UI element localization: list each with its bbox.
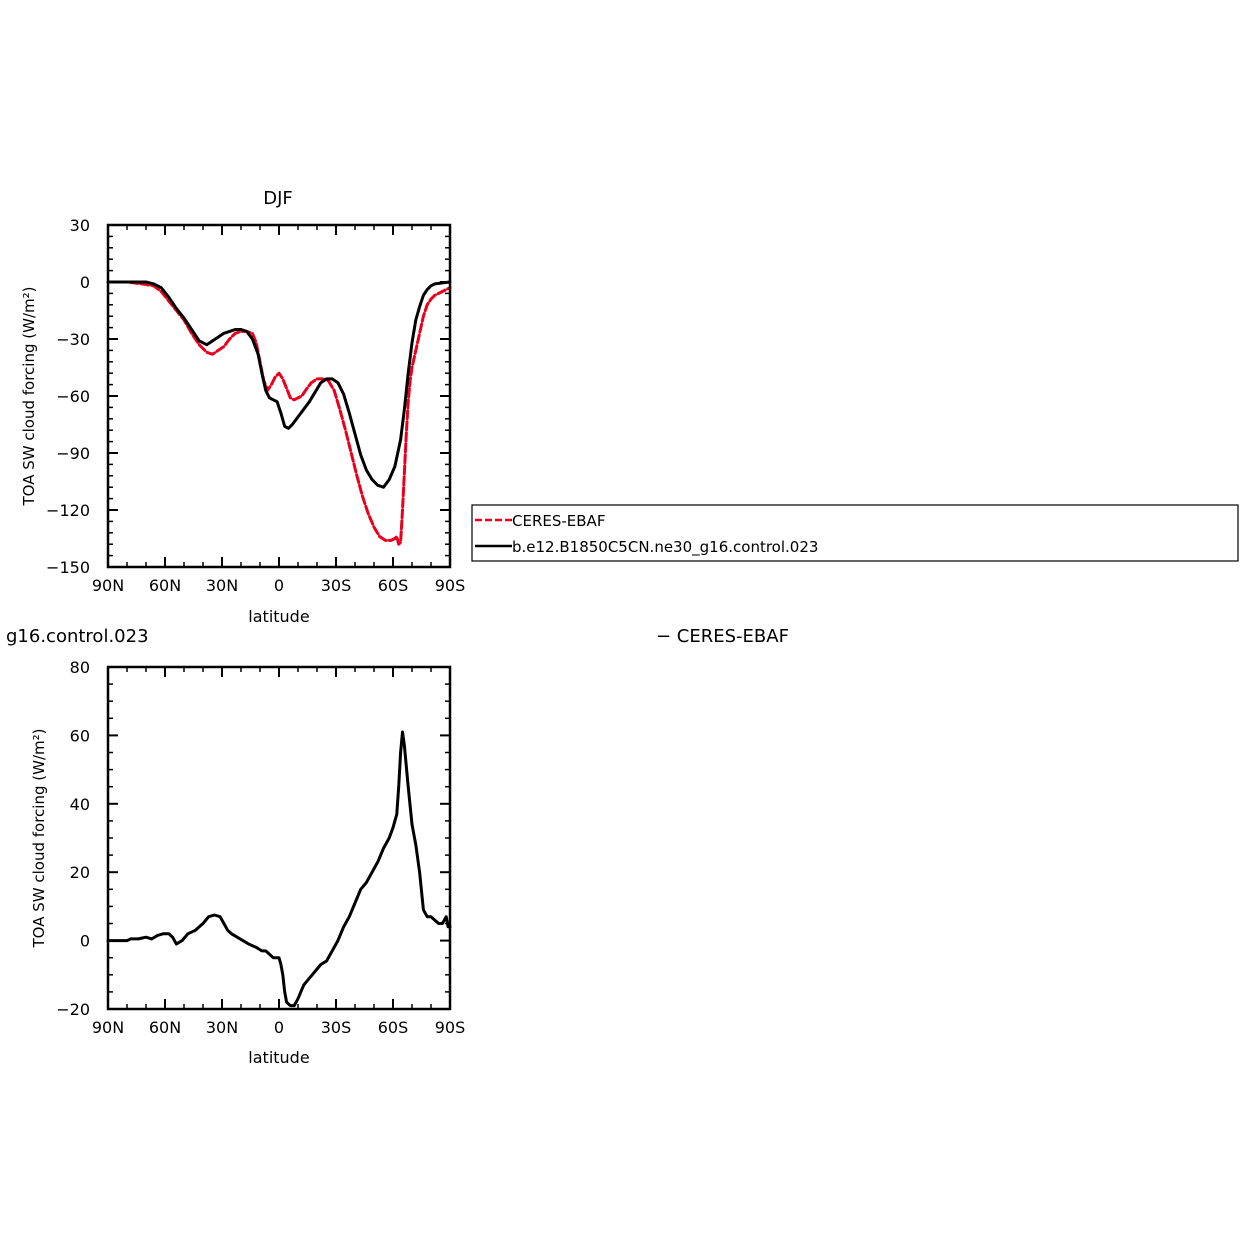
bottom-y-tick-label: −20: [56, 1000, 90, 1019]
top-x-tick-label: 0: [274, 576, 284, 595]
bottom-x-tick-label: 0: [274, 1018, 284, 1037]
top-panel-title: DJF: [263, 188, 293, 209]
legend-box: [471, 504, 1239, 562]
bottom-x-tick-label: 90S: [435, 1018, 466, 1037]
top-y-tick-label: −30: [56, 330, 90, 349]
top-y-tick-label: −120: [46, 501, 90, 520]
top-x-tick-label: 90N: [92, 576, 124, 595]
bottom-x-tick-label: 30S: [321, 1018, 352, 1037]
bottom-y-tick-label: 20: [70, 863, 90, 882]
bottom-panel: g16.control.023 − CERES-EBAF 90N 60N 30N 0 3…: [6, 626, 789, 1067]
bottom-panel-series: [106, 730, 452, 1008]
top-y-tick-label: 0: [80, 273, 90, 292]
top-y-tick-label: −90: [56, 444, 90, 463]
top-x-tick-label: 60N: [149, 576, 181, 595]
bottom-x-tick-label: 90N: [92, 1018, 124, 1037]
bottom-x-tick-label: 60N: [149, 1018, 181, 1037]
bottom-panel-ticks: 90N 60N 30N 0 30S 60S 90S 80 60 40 20 0 −20: [56, 658, 465, 1037]
bottom-x-tick-label: 60S: [378, 1018, 409, 1037]
bottom-y-tick-label: 0: [80, 932, 90, 951]
top-panel-ticks: 90N 60N 30N 0 30S 60S 90S 30 0 −30 −60 −90 −120 −150: [46, 216, 465, 595]
bottom-x-axis-label: latitude: [248, 1048, 309, 1067]
bottom-x-tick-label: 30N: [206, 1018, 238, 1037]
top-x-tick-label: 30S: [321, 576, 352, 595]
bottom-y-axis-label: TOA SW cloud forcing (W/m²): [30, 729, 48, 949]
legend-label-ceres: CERES-EBAF: [512, 512, 605, 530]
top-series-line-1: [106, 280, 452, 546]
top-y-axis-label: TOA SW cloud forcing (W/m²): [20, 287, 38, 507]
top-x-tick-label: 90S: [435, 576, 466, 595]
bottom-plot-frame: [106, 665, 452, 1011]
top-x-axis-label: latitude: [248, 607, 309, 626]
legend: CERES-EBAF b.e12.B1850C5CN.ne30_g16.cont…: [471, 504, 1239, 562]
bottom-title-right: − CERES-EBAF: [656, 626, 789, 647]
top-panel: DJF 90N 60N 30N 0 30S 60S 90S 30 0 −30 −60 −90 −120 −…: [20, 188, 465, 626]
bottom-series-line-1: [106, 730, 452, 1008]
bottom-y-tick-label: 60: [70, 726, 90, 745]
bottom-y-tick-label: 40: [70, 795, 90, 814]
bottom-title-left: g16.control.023: [6, 626, 149, 647]
top-y-tick-label: −60: [56, 387, 90, 406]
top-series-line-2: [106, 280, 452, 489]
top-y-tick-label: 30: [70, 216, 90, 235]
bottom-y-tick-label: 80: [70, 658, 90, 677]
top-y-tick-label: −150: [46, 558, 90, 577]
top-panel-series: [106, 280, 452, 546]
top-x-tick-label: 30N: [206, 576, 238, 595]
top-plot-frame: [106, 223, 452, 569]
legend-label-model: b.e12.B1850C5CN.ne30_g16.control.023: [512, 538, 818, 557]
top-x-tick-label: 60S: [378, 576, 409, 595]
